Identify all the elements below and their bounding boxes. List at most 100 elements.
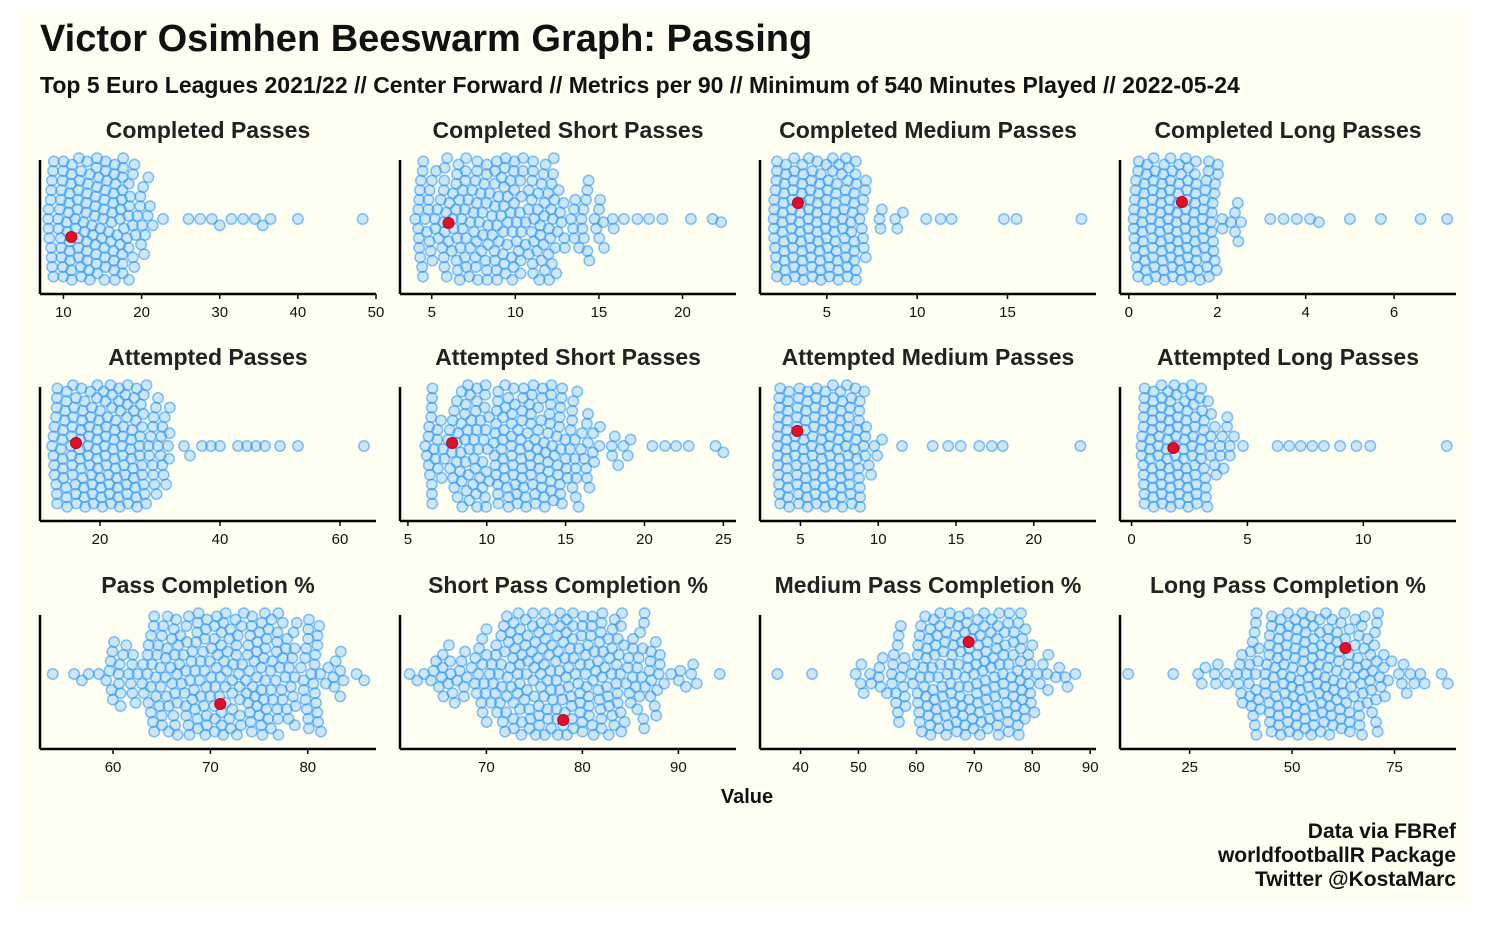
- player-dot-swarm: [147, 420, 160, 433]
- player-dot-swarm: [594, 193, 607, 206]
- player-dot-swarm: [611, 687, 624, 700]
- player-dot-swarm: [505, 408, 518, 420]
- player-dot-swarm: [981, 722, 994, 735]
- player-dot-swarm: [492, 190, 505, 203]
- player-dot-swarm: [265, 684, 277, 696]
- player-dot-swarm: [232, 440, 244, 452]
- player-dot-swarm: [122, 177, 135, 190]
- player-dot-swarm: [311, 706, 324, 719]
- player-dot-swarm: [1396, 677, 1408, 690]
- player-dot-swarm: [78, 395, 91, 408]
- player-dot-swarm: [1371, 616, 1383, 629]
- player-dot-swarm: [124, 190, 137, 203]
- player-dot-swarm: [106, 693, 119, 706]
- player-dot-swarm: [1253, 642, 1265, 655]
- player-dot-swarm: [225, 213, 238, 225]
- player-dot-swarm: [141, 209, 154, 222]
- player-dot-swarm: [566, 414, 579, 427]
- player-dot-swarm: [1188, 168, 1201, 181]
- player-dot-swarm: [1343, 706, 1356, 719]
- player-dot-swarm: [178, 440, 190, 452]
- player-dot-swarm: [1282, 607, 1295, 620]
- player-dot-swarm: [638, 722, 651, 735]
- player-dot-swarm: [842, 468, 855, 481]
- player-dot-swarm: [45, 184, 58, 197]
- player-dot-swarm: [163, 401, 176, 414]
- x-tick-label: 80: [574, 759, 591, 776]
- player-dot-swarm: [492, 497, 505, 510]
- player-dot-swarm: [545, 379, 558, 392]
- player-dot-swarm: [1237, 440, 1249, 452]
- player-dot-swarm: [857, 440, 870, 452]
- player-dot-swarm: [993, 607, 1006, 620]
- player-dot-swarm: [1290, 213, 1303, 225]
- player-dot-swarm: [1441, 677, 1454, 690]
- player-dot-swarm: [1365, 684, 1378, 696]
- player-dot-swarm: [497, 424, 510, 436]
- player-dot-swarm: [1061, 680, 1074, 693]
- player-dot-swarm: [637, 712, 650, 725]
- player-dot-swarm: [614, 620, 627, 632]
- player-dot-swarm: [157, 468, 170, 481]
- player-dot-swarm: [1250, 728, 1263, 741]
- player-dot-swarm: [997, 687, 1010, 700]
- player-dot-swarm: [556, 497, 568, 510]
- player-dot-swarm: [123, 200, 136, 213]
- player-dot-swarm: [508, 398, 521, 411]
- player-dot-swarm: [224, 623, 237, 636]
- player-dot-swarm: [460, 261, 473, 273]
- player-dot-swarm: [567, 607, 579, 620]
- player-dot-swarm: [414, 251, 427, 264]
- player-dot-swarm: [1190, 177, 1203, 190]
- player-dot-swarm: [524, 417, 537, 430]
- player-dot-swarm: [142, 171, 155, 184]
- player-dot-swarm: [513, 703, 526, 716]
- player-dot-swarm: [1024, 687, 1037, 700]
- player-dot-swarm: [544, 398, 557, 411]
- player-dot-swarm: [1248, 626, 1261, 639]
- player-dot-swarm: [471, 155, 484, 168]
- highlight-player-dot: [791, 197, 804, 209]
- player-dot-swarm: [1205, 225, 1218, 238]
- player-dot-swarm: [781, 491, 794, 504]
- player-dot-swarm: [781, 404, 794, 417]
- player-dot-swarm: [553, 411, 566, 424]
- player-dot-swarm: [554, 443, 567, 456]
- player-dot-swarm: [92, 668, 105, 680]
- player-dot-swarm: [288, 719, 301, 732]
- player-dot-swarm: [569, 491, 582, 504]
- player-dot-swarm: [1074, 440, 1087, 452]
- player-dot-swarm: [973, 728, 986, 741]
- player-dot-swarm: [898, 652, 911, 664]
- player-dot-swarm: [476, 632, 489, 645]
- player-dot-swarm: [1014, 607, 1027, 620]
- player-dot-swarm: [566, 620, 579, 632]
- player-dot-swarm: [114, 687, 127, 700]
- player-dot-swarm: [108, 636, 121, 648]
- player-dot-swarm: [1374, 680, 1387, 693]
- player-dot-swarm: [328, 680, 341, 693]
- player-dot-swarm: [134, 398, 147, 411]
- player-dot-swarm: [874, 222, 887, 235]
- player-dot-swarm: [1233, 658, 1246, 671]
- player-dot-swarm: [480, 264, 493, 277]
- player-dot-swarm: [962, 607, 975, 620]
- highlight-player-dot: [65, 231, 78, 243]
- player-dot-swarm: [527, 165, 539, 177]
- player-dot-swarm: [564, 213, 577, 225]
- player-dot-swarm: [283, 661, 296, 674]
- player-dot-swarm: [138, 488, 151, 500]
- facet-panel: Completed Long Passes 0 2 4 6: [1118, 117, 1456, 321]
- player-dot-swarm: [50, 488, 63, 500]
- highlight-player-dot: [1167, 442, 1180, 454]
- player-dot-swarm: [1283, 440, 1296, 452]
- player-dot-swarm: [610, 677, 623, 690]
- player-dot-swarm: [200, 719, 213, 732]
- player-dot-swarm: [1368, 639, 1381, 652]
- x-tick-label: 5: [823, 304, 831, 321]
- player-dot-swarm: [210, 661, 223, 674]
- player-dot-swarm: [162, 440, 175, 452]
- player-dot-swarm: [184, 449, 196, 462]
- player-dot-swarm: [581, 184, 594, 197]
- player-dot-swarm: [557, 197, 570, 209]
